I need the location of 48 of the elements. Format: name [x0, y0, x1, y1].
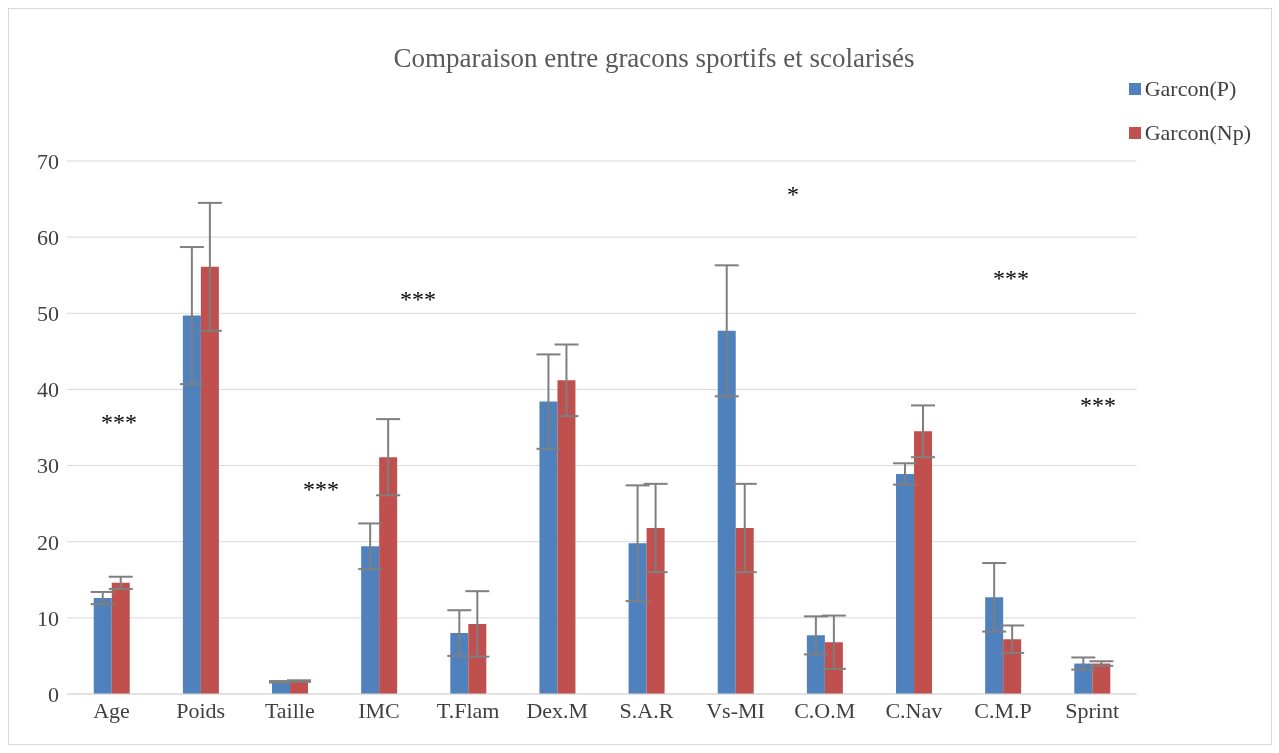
chart-title: Comparaison entre gracons sportifs et scolarisés — [392, 43, 916, 74]
x-tick-label: T.Flam — [436, 697, 500, 723]
y-tick-label: 0 — [48, 681, 59, 707]
y-tick-label: 10 — [37, 605, 59, 631]
y-tick-label: 70 — [37, 148, 59, 174]
bar — [646, 528, 665, 694]
bar — [539, 401, 558, 694]
annotation: *** — [302, 476, 340, 502]
annotation: * — [786, 181, 800, 207]
x-tick-label: S.A.R — [619, 697, 674, 723]
y-tick-label: 40 — [37, 377, 59, 403]
bar — [468, 623, 487, 694]
bar — [361, 546, 380, 694]
annotation: *** — [1079, 392, 1117, 418]
bar — [806, 635, 825, 694]
x-tick-label: Age — [93, 697, 130, 723]
bar — [93, 598, 112, 694]
bar — [200, 266, 219, 694]
x-tick-label: Dex.M — [526, 697, 589, 723]
y-tick-label: 60 — [37, 224, 59, 250]
bar — [628, 543, 647, 694]
bar — [182, 315, 201, 694]
bar — [896, 473, 915, 694]
annotation: *** — [399, 286, 437, 312]
bar — [914, 431, 933, 694]
annotation: *** — [992, 265, 1030, 291]
x-tick-label: Sprint — [1065, 697, 1120, 723]
bar — [985, 597, 1004, 694]
x-tick-label: Taille — [264, 697, 315, 723]
y-tick-label: 30 — [37, 453, 59, 479]
bar — [450, 633, 469, 694]
x-tick-label: Poids — [176, 697, 226, 723]
x-tick-label: IMC — [358, 697, 400, 723]
x-tick-label: Vs-MI — [706, 697, 765, 723]
bar — [111, 582, 130, 694]
annotation: *** — [100, 409, 138, 435]
bar — [1003, 639, 1022, 694]
x-tick-label: C.O.M — [794, 697, 856, 723]
x-tick-label: C.M.P — [974, 697, 1032, 723]
bar — [379, 457, 398, 694]
y-tick-label: 20 — [37, 529, 59, 555]
bar — [717, 330, 736, 694]
y-tick-label: 50 — [37, 301, 59, 327]
x-tick-label: C.Nav — [885, 697, 943, 723]
legend-label: Garcon(Np) — [1144, 119, 1251, 147]
bar — [735, 528, 754, 694]
legend-label: Garcon(P) — [1144, 75, 1237, 103]
bar — [557, 380, 576, 694]
